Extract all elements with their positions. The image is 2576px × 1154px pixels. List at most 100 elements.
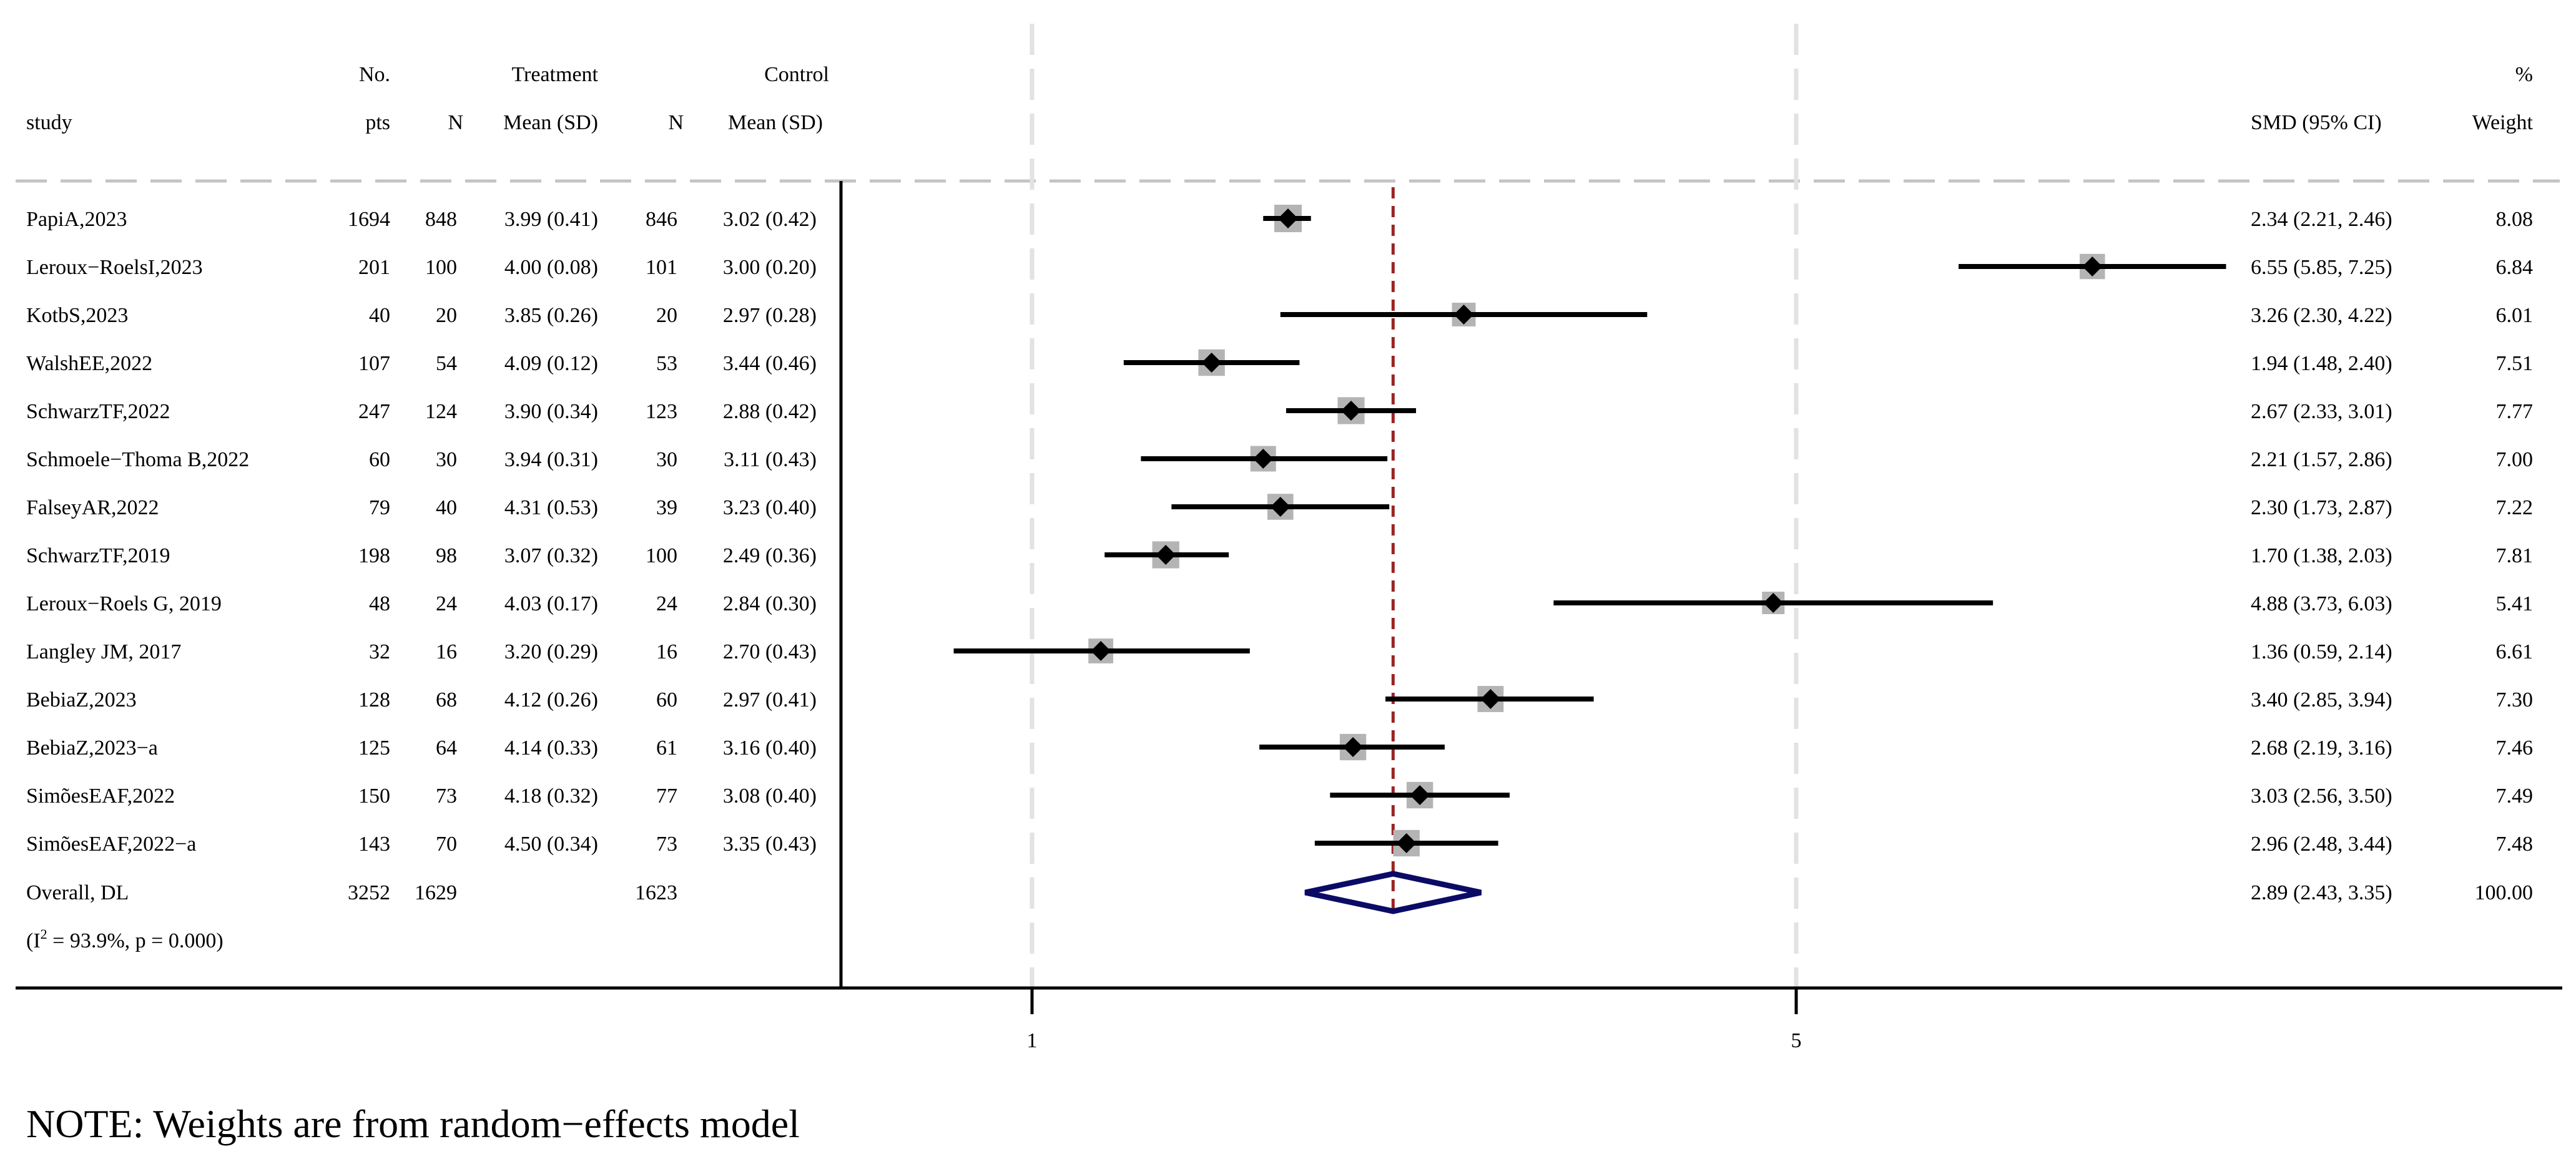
study-mean-treatment: 4.18 (0.32)	[504, 785, 598, 808]
study-mean-treatment: 3.20 (0.29)	[504, 640, 598, 663]
study-weight: 8.08	[2496, 208, 2534, 231]
study-mean-treatment: 4.12 (0.26)	[504, 688, 598, 711]
overall-diamond	[1304, 871, 1482, 914]
header-control: Control	[764, 63, 829, 86]
x-tick-label: 1	[1027, 1029, 1038, 1052]
study-mean-control: 2.49 (0.36)	[723, 544, 817, 567]
study-mean-control: 2.88 (0.42)	[723, 400, 817, 423]
header-n-control: N	[668, 111, 684, 134]
overall-n-control: 1623	[635, 881, 677, 904]
study-row: Leroux−Roels G, 2019 48 24 4.03 (0.17) 24 2.8…	[26, 591, 2533, 615]
study-pts: 201	[358, 256, 390, 279]
header-weight: Weight	[2472, 111, 2534, 134]
study-n-control: 100	[646, 544, 677, 567]
point-estimate	[1253, 449, 1274, 469]
study-mean-control: 3.35 (0.43)	[723, 833, 817, 856]
study-n-control: 53	[656, 352, 677, 375]
header-study: study	[26, 111, 72, 134]
point-estimate	[1453, 305, 1474, 325]
study-ci: 3.26 (2.30, 4.22)	[2251, 304, 2392, 327]
study-n-treatment: 100	[425, 256, 457, 279]
study-weight: 7.22	[2496, 496, 2534, 519]
study-row: KotbS,2023 40 20 3.85 (0.26) 20 2.97 (0.28) 3.…	[26, 303, 2533, 327]
study-mean-control: 3.11 (0.43)	[724, 448, 817, 471]
study-row: SimõesEAF,2022 150 73 4.18 (0.32) 77 3.08 (0.…	[26, 781, 2534, 809]
study-name: WalshEE,2022	[26, 352, 152, 375]
study-ci: 1.94 (1.48, 2.40)	[2251, 352, 2392, 375]
study-row: BebiaZ,2023−a 125 64 4.14 (0.33) 61 3.16 (0.4…	[26, 733, 2534, 761]
study-n-treatment: 20	[436, 304, 457, 327]
study-pts: 107	[358, 352, 390, 375]
study-n-treatment: 40	[436, 496, 457, 519]
header-pts: pts	[365, 111, 390, 134]
heterogeneity-text: (I2 = 93.9%, p = 0.000)	[26, 926, 224, 952]
study-pts: 32	[369, 640, 390, 663]
study-ci: 2.30 (1.73, 2.87)	[2251, 496, 2392, 519]
study-pts: 40	[369, 304, 390, 327]
study-n-control: 39	[656, 496, 677, 519]
header-mean-treatment: Mean (SD)	[503, 111, 598, 134]
study-name: KotbS,2023	[26, 304, 128, 327]
study-mean-control: 2.70 (0.43)	[723, 640, 817, 663]
point-estimate	[1341, 401, 1362, 421]
study-ci: 2.67 (2.33, 3.01)	[2251, 400, 2392, 423]
study-mean-treatment: 4.00 (0.08)	[504, 256, 598, 279]
study-n-control: 16	[656, 640, 677, 663]
study-n-control: 61	[656, 736, 677, 760]
study-n-treatment: 64	[436, 736, 457, 760]
study-mean-treatment: 3.99 (0.41)	[504, 208, 598, 231]
study-row: PapiA,2023 1694 848 3.99 (0.41) 846 3.02 (0.4…	[26, 205, 2533, 232]
study-name: Leroux−Roels G, 2019	[26, 592, 222, 615]
study-n-control: 30	[656, 448, 677, 471]
study-name: SchwarzTF,2019	[26, 544, 170, 567]
study-name: PapiA,2023	[26, 208, 127, 231]
study-n-control: 24	[656, 592, 677, 615]
study-pts: 48	[369, 592, 390, 615]
study-mean-control: 3.23 (0.40)	[723, 496, 817, 519]
study-name: Schmoele−Thoma B,2022	[26, 448, 249, 471]
point-estimate	[1763, 593, 1784, 613]
study-name: Langley JM, 2017	[26, 640, 181, 663]
header-no: No.	[359, 63, 390, 86]
study-n-treatment: 98	[436, 544, 457, 567]
study-ci: 2.68 (2.19, 3.16)	[2251, 736, 2392, 760]
study-n-control: 846	[646, 208, 677, 231]
point-estimate	[2082, 257, 2103, 276]
study-mean-treatment: 4.09 (0.12)	[504, 352, 598, 375]
study-ci: 3.03 (2.56, 3.50)	[2251, 785, 2392, 808]
study-n-treatment: 73	[436, 785, 457, 808]
study-n-control: 101	[646, 256, 677, 279]
study-n-control: 60	[656, 688, 677, 711]
study-name: Leroux−RoelsI,2023	[26, 256, 203, 279]
point-estimate	[1091, 641, 1111, 661]
point-estimate	[1480, 689, 1501, 709]
study-n-treatment: 70	[436, 833, 457, 856]
study-mean-control: 3.00 (0.20)	[723, 256, 817, 279]
study-row: WalshEE,2022 107 54 4.09 (0.12) 53 3.44 (0.46…	[26, 349, 2533, 376]
study-weight: 7.81	[2496, 544, 2534, 567]
study-n-treatment: 848	[425, 208, 457, 231]
study-weight: 7.49	[2496, 785, 2534, 808]
study-ci: 3.40 (2.85, 3.94)	[2251, 688, 2392, 711]
header-treatment: Treatment	[511, 63, 598, 86]
study-ci: 1.70 (1.38, 2.03)	[2251, 544, 2392, 567]
study-weight: 6.01	[2496, 304, 2534, 327]
study-rows: PapiA,2023 1694 848 3.99 (0.41) 846 3.02 (0.4…	[26, 205, 2534, 857]
study-weight: 7.46	[2496, 736, 2534, 760]
weights-note: NOTE: Weights are from random−effects mo…	[26, 1102, 800, 1146]
study-n-treatment: 16	[436, 640, 457, 663]
study-row: BebiaZ,2023 128 68 4.12 (0.26) 60 2.97 (0.41)…	[26, 686, 2533, 712]
study-pts: 247	[358, 400, 390, 423]
study-mean-control: 3.08 (0.40)	[723, 785, 817, 808]
x-tick-label: 5	[1791, 1029, 1802, 1052]
study-name: BebiaZ,2023	[26, 688, 137, 711]
point-estimate	[1270, 497, 1290, 517]
study-name: SimõesEAF,2022	[26, 785, 175, 808]
study-row: Leroux−RoelsI,2023 201 100 4.00 (0.08) 101 3.…	[26, 253, 2533, 280]
study-mean-treatment: 4.14 (0.33)	[504, 736, 598, 760]
overall-n-treatment: 1629	[415, 881, 457, 904]
study-ci: 6.55 (5.85, 7.25)	[2251, 256, 2392, 279]
header-n-treatment: N	[448, 111, 463, 134]
